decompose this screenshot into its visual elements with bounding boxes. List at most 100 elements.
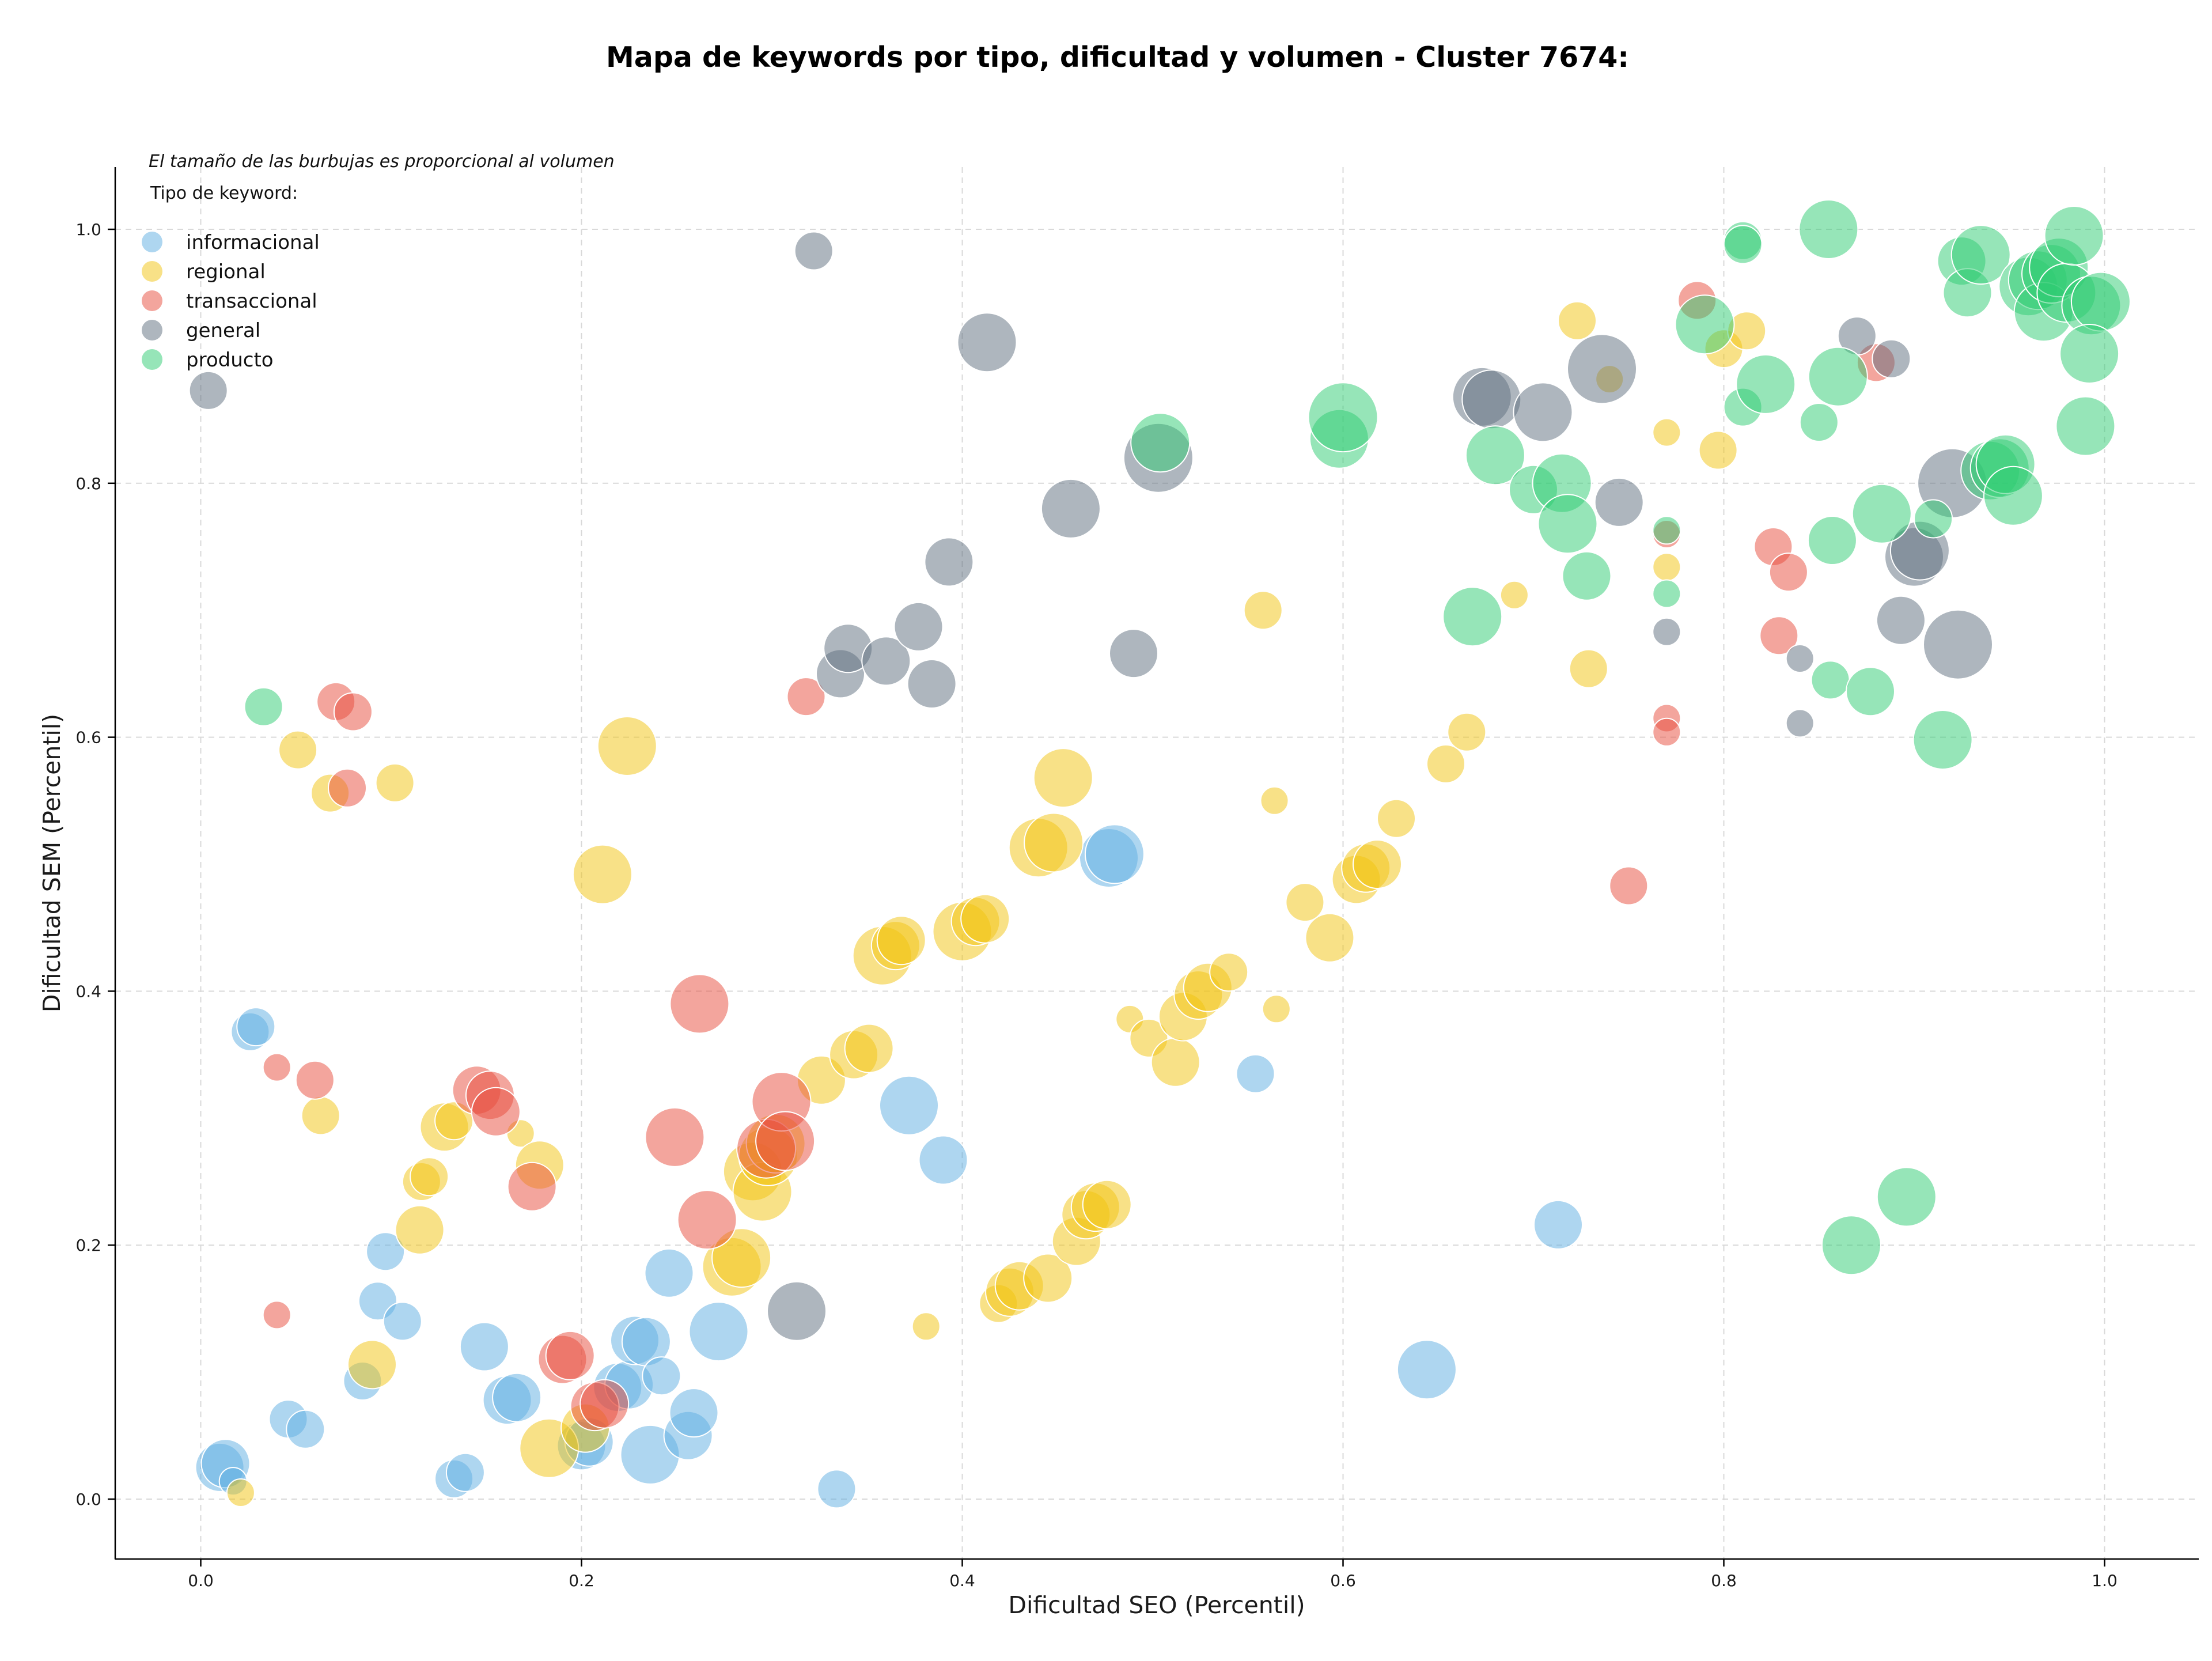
bubble-informacional [366, 1232, 406, 1272]
bubble-regional [597, 716, 657, 776]
bubble-producto [1308, 382, 1378, 453]
bubble-informacional [382, 1301, 422, 1341]
bubble-informacional [286, 1409, 325, 1449]
bubble-transaccional [545, 1330, 595, 1380]
bubble-informacional [918, 1135, 968, 1185]
legend-title: Tipo de keyword: [150, 183, 298, 203]
bubble-producto [1652, 579, 1681, 608]
bubble-producto [1846, 667, 1895, 717]
bubble-regional [1260, 786, 1289, 815]
bubble-regional [1285, 883, 1325, 922]
series-regional [226, 301, 1767, 1507]
bubble-transaccional [755, 1111, 816, 1171]
bubble-producto [244, 687, 283, 727]
legend-label-general: general [186, 319, 260, 342]
bubble-informacional [1533, 1200, 1583, 1250]
bubble-regional [1569, 649, 1608, 688]
bubble-regional [711, 1228, 772, 1288]
bubble-general [1923, 609, 1993, 680]
bubble-producto [2059, 324, 2120, 384]
bubble-producto [1807, 516, 1857, 565]
bubble-informacional [642, 1356, 681, 1396]
bubble-transaccional [645, 1107, 705, 1167]
bubble-general [188, 370, 228, 410]
bubble-general [1513, 382, 1573, 442]
y-tick-label: 0.6 [75, 728, 101, 747]
bubble-producto [1808, 346, 1868, 407]
series-transaccional [262, 281, 1896, 1432]
legend-items: informacional regional transaccional genera… [142, 231, 320, 372]
legend-label-transaccional: transaccional [186, 290, 317, 313]
bubble-informacional [1236, 1054, 1275, 1094]
x-tick-label: 1.0 [2092, 1571, 2118, 1590]
legend-marker-informacional [142, 232, 162, 252]
bubble-transaccional [262, 1300, 291, 1330]
bubble-producto [1914, 499, 1953, 539]
bubble-transaccional [677, 1190, 737, 1250]
y-axis-label: Dificultad SEM (Percentil) [38, 714, 66, 1012]
bubble-transaccional [333, 692, 373, 732]
bubble-transaccional [579, 1379, 630, 1429]
y-tick-label: 0.0 [75, 1490, 101, 1509]
bubble-general [1876, 595, 1926, 645]
bubble-informacional [492, 1372, 542, 1422]
bubble-regional [1150, 1037, 1200, 1087]
bubble-informacional [669, 1388, 719, 1438]
bubble-layer [188, 199, 2131, 1509]
bubble-regional [1082, 1179, 1132, 1229]
bubble-producto [1465, 425, 1525, 486]
bubble-producto [1652, 516, 1681, 545]
bubble-producto [1851, 483, 1912, 544]
x-tick-label: 0.8 [1711, 1571, 1737, 1590]
bubble-regional [1024, 812, 1084, 873]
bubble-informacional [879, 1075, 939, 1136]
bubble-regional [226, 1478, 255, 1507]
bubble-regional [1652, 553, 1681, 582]
legend-label-producto: producto [186, 349, 274, 372]
y-tick-label: 1.0 [75, 220, 101, 239]
bubble-regional [301, 1096, 340, 1136]
legend-marker-transaccional [142, 290, 162, 311]
x-tick-label: 0.0 [188, 1571, 214, 1590]
bubble-regional [876, 915, 926, 966]
bubble-general [893, 601, 944, 652]
bubble-transaccional [1652, 717, 1681, 747]
bubble-informacional [817, 1469, 857, 1509]
bubble-regional [347, 1340, 397, 1390]
bubble-general [1567, 334, 1637, 404]
bubble-regional [960, 894, 1010, 944]
bubble-producto [2055, 396, 2116, 456]
bubble-producto [2044, 206, 2104, 266]
bubble-transaccional [507, 1161, 557, 1212]
legend: Tipo de keyword: informacional regional tr… [142, 183, 320, 372]
bubble-producto [1821, 1215, 1881, 1276]
legend-label-regional: regional [186, 260, 266, 283]
bubble-general [1872, 339, 1911, 379]
bubble-producto [1675, 294, 1735, 355]
bubble-regional [572, 844, 632, 905]
bubble-general [1652, 617, 1681, 646]
x-axis-label: Dificultad SEO (Percentil) [1008, 1591, 1305, 1619]
bubble-regional [844, 1023, 894, 1073]
bubble-informacional [1084, 824, 1145, 884]
bubble-producto [1912, 710, 1973, 770]
bubble-producto [1537, 494, 1598, 554]
bubble-transaccional [471, 1087, 521, 1137]
bubble-transaccional [295, 1060, 335, 1100]
bubble-general [794, 231, 834, 271]
bubble-general [1461, 369, 1522, 430]
bubble-general [957, 312, 1017, 373]
bubble-general [1785, 644, 1815, 673]
bubble-size-note: El tamaño de las burbujas es proporciona… [149, 152, 615, 172]
bubble-general [767, 1281, 827, 1341]
x-tick-label: 0.2 [569, 1571, 594, 1590]
bubble-regional [911, 1312, 941, 1341]
chart-title: Mapa de keywords por tipo, dificultad y … [606, 41, 1629, 74]
bubble-producto [1983, 466, 2043, 526]
bubble-general [1785, 709, 1815, 738]
bubble-general [924, 537, 974, 587]
bubble-producto [1810, 660, 1850, 700]
bubble-transaccional [328, 768, 367, 808]
bubble-producto [1799, 403, 1839, 442]
